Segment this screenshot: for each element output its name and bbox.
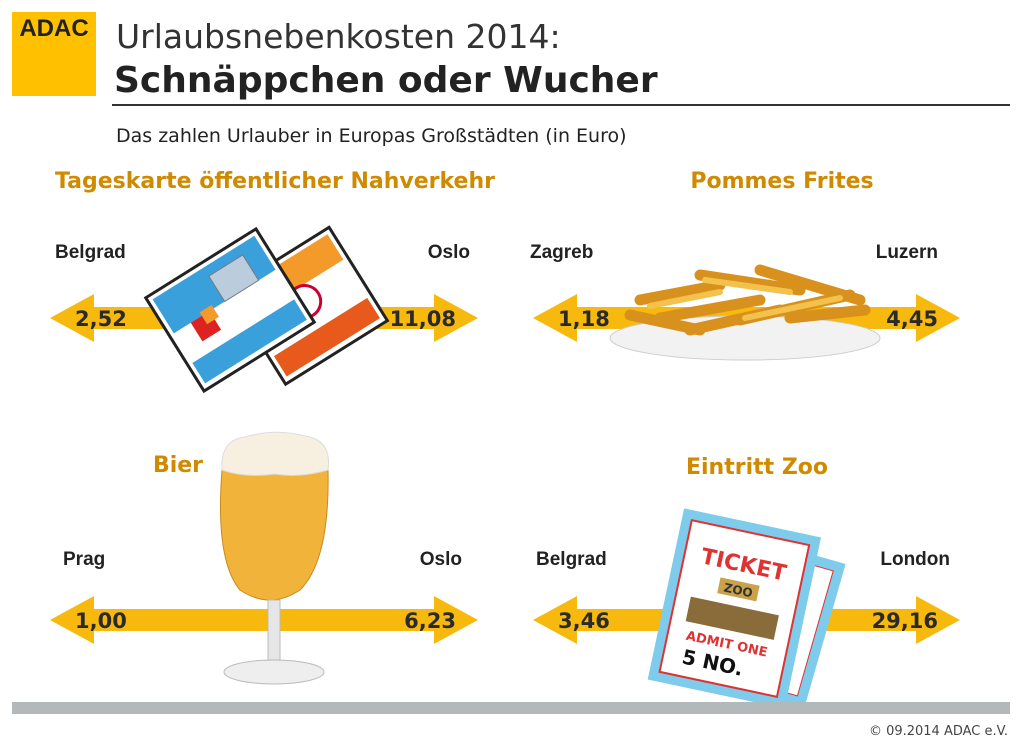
panel-title: Bier (153, 453, 203, 478)
max-city: Luzern (876, 242, 938, 263)
min-city: Zagreb (530, 242, 593, 263)
headline: Schnäppchen oder Wucher (114, 60, 658, 101)
min-value: 1,00 (75, 609, 127, 633)
fries-image (609, 264, 881, 361)
panel-title: Tageskarte öffentlicher Nahverkehr (55, 169, 495, 194)
min-value: 3,46 (558, 609, 610, 633)
labels: Tageskarte öffentlicher Nahverkehr Belgra… (55, 169, 950, 633)
zoo-tickets-image: TICKET ZOO ADMIT ONE 5 NO. (647, 508, 846, 709)
panel-title: Pommes Frites (690, 169, 873, 194)
footer: © 09.2014 ADAC e.V. (869, 724, 1008, 739)
subtitle: Das zahlen Urlauber in Europas Großstädt… (116, 125, 627, 147)
max-city: Oslo (428, 242, 470, 263)
min-city: Prag (63, 549, 105, 570)
footer-bar (12, 702, 1010, 714)
min-city: Belgrad (536, 549, 607, 570)
transit-tickets-image (143, 225, 390, 394)
max-value: 11,08 (390, 307, 456, 331)
min-value: 1,18 (558, 307, 610, 331)
zoo-text: ZOO (723, 581, 754, 601)
max-city: Oslo (420, 549, 462, 570)
max-value: 6,23 (404, 609, 456, 633)
range-arrow (50, 596, 478, 644)
beer-image (220, 431, 330, 685)
panel-title: Eintritt Zoo (686, 455, 828, 480)
max-city: London (880, 549, 950, 570)
logo-box (12, 12, 96, 96)
min-city: Belgrad (55, 242, 126, 263)
logo-text: ADAC (19, 15, 88, 42)
max-value: 4,45 (886, 307, 938, 331)
max-value: 29,16 (872, 609, 938, 633)
title: Urlaubsnebenkosten 2014: (116, 17, 561, 56)
min-value: 2,52 (75, 307, 127, 331)
